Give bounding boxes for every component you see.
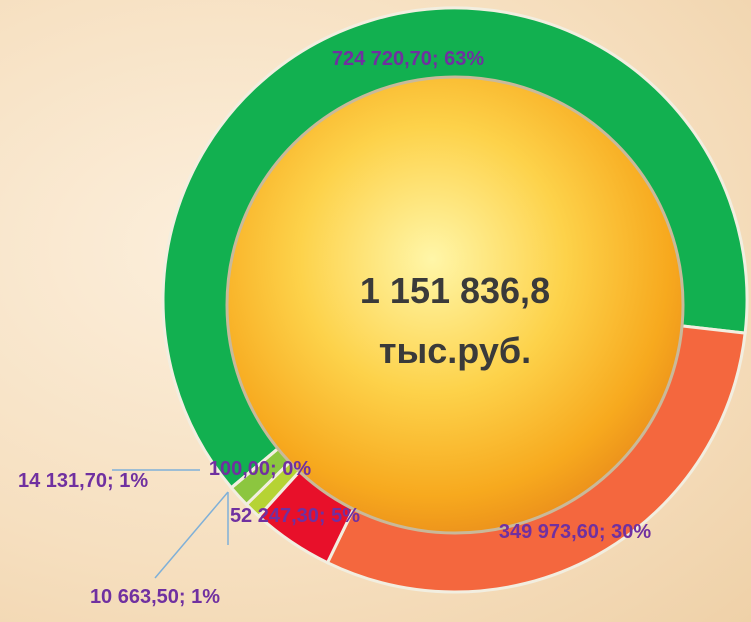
data-label: 349 973,60; 30%	[498, 521, 652, 543]
center-unit: тыс.руб.	[378, 330, 532, 371]
data-label: 14 131,70; 1%	[18, 470, 149, 492]
leader-line	[154, 491, 229, 579]
center-value: 1 151 836,8	[359, 270, 551, 311]
data-label: 52 247,30; 5%	[229, 505, 361, 527]
data-label: 724 720,70; 63%	[331, 48, 485, 70]
center-disc	[225, 75, 685, 535]
data-label: 10 663,50; 1%	[89, 586, 221, 608]
data-label: 100,00; 0%	[208, 458, 312, 480]
